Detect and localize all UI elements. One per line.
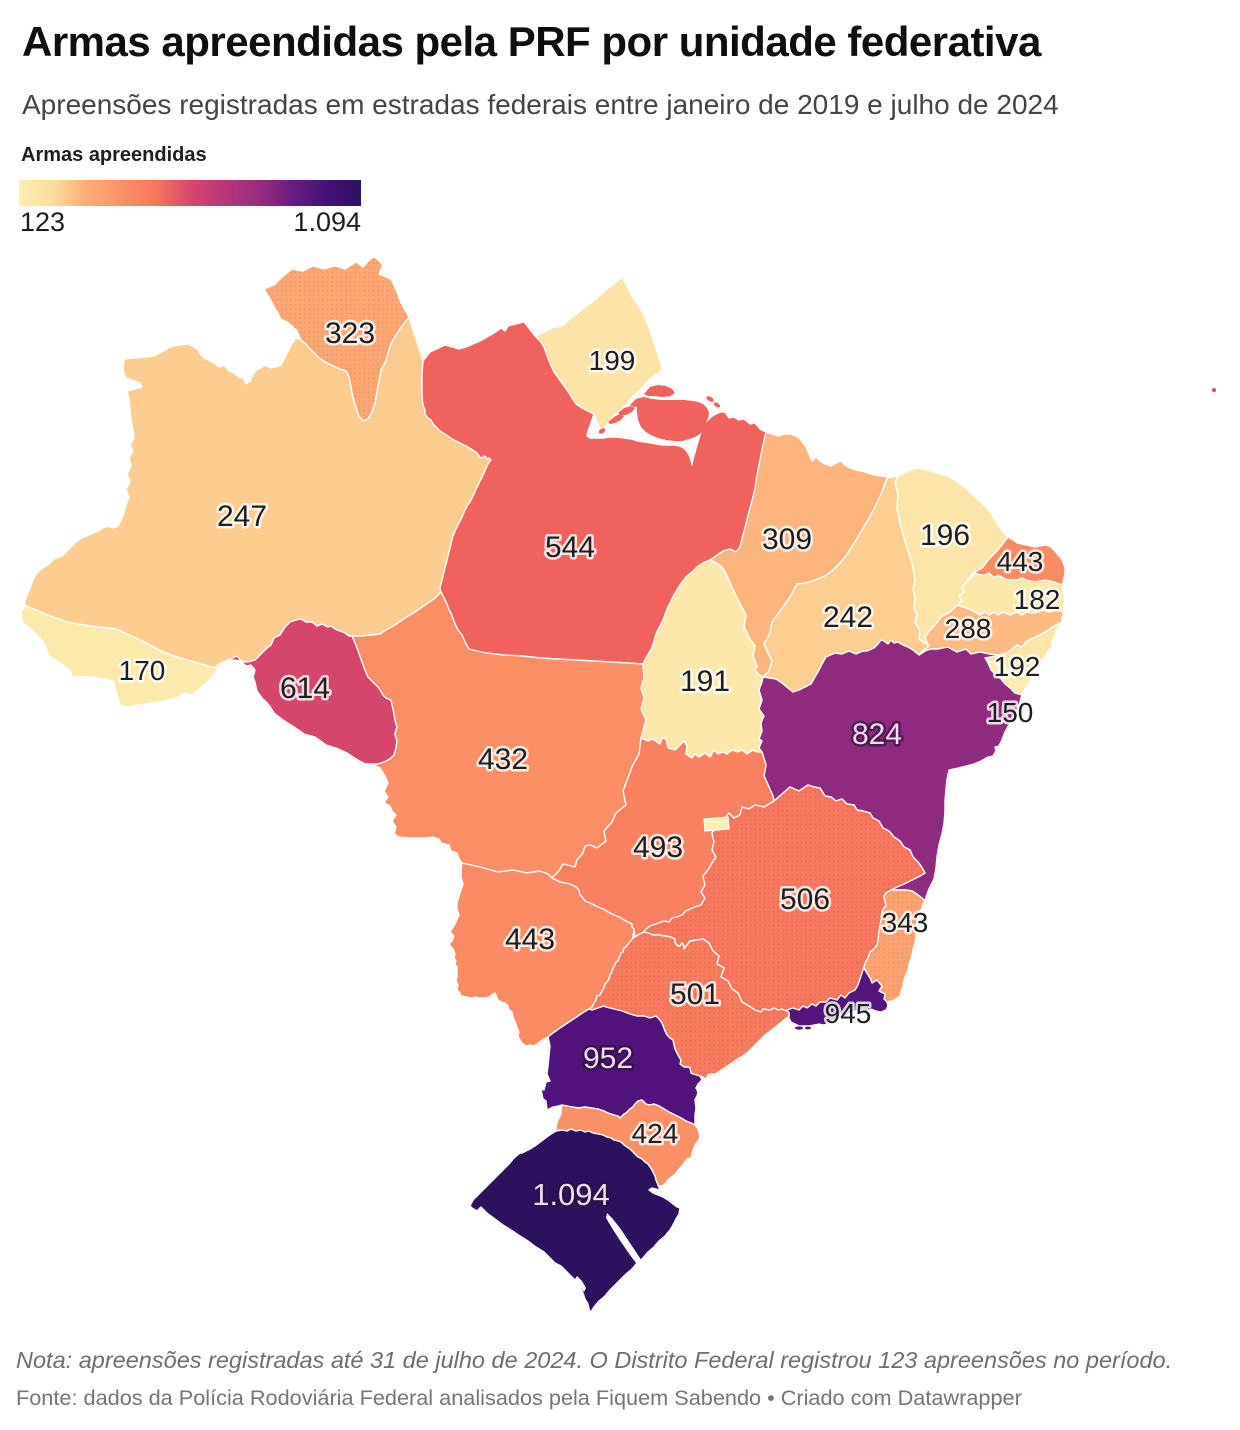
- svg-text:614: 614: [280, 672, 330, 705]
- svg-text:493: 493: [633, 831, 683, 864]
- svg-text:150: 150: [987, 697, 1034, 728]
- svg-text:199: 199: [589, 345, 636, 376]
- svg-text:432: 432: [478, 743, 528, 776]
- svg-text:288: 288: [945, 613, 992, 644]
- svg-text:323: 323: [325, 317, 375, 350]
- svg-text:247: 247: [217, 500, 267, 533]
- svg-text:424: 424: [632, 1118, 679, 1149]
- svg-text:443: 443: [505, 923, 555, 956]
- svg-text:824: 824: [852, 718, 902, 751]
- svg-text:544: 544: [545, 531, 595, 564]
- svg-text:343: 343: [882, 907, 929, 938]
- svg-text:192: 192: [994, 651, 1041, 682]
- svg-text:506: 506: [780, 883, 830, 916]
- svg-text:196: 196: [920, 519, 970, 552]
- svg-text:309: 309: [762, 523, 812, 556]
- svg-text:182: 182: [1014, 584, 1061, 615]
- svg-text:170: 170: [119, 655, 166, 686]
- svg-text:191: 191: [680, 665, 730, 698]
- svg-text:443: 443: [997, 546, 1044, 577]
- svg-text:242: 242: [823, 601, 873, 634]
- svg-text:952: 952: [583, 1042, 633, 1075]
- svg-text:945: 945: [825, 998, 872, 1029]
- svg-text:501: 501: [670, 978, 720, 1011]
- svg-text:1.094: 1.094: [532, 1177, 610, 1212]
